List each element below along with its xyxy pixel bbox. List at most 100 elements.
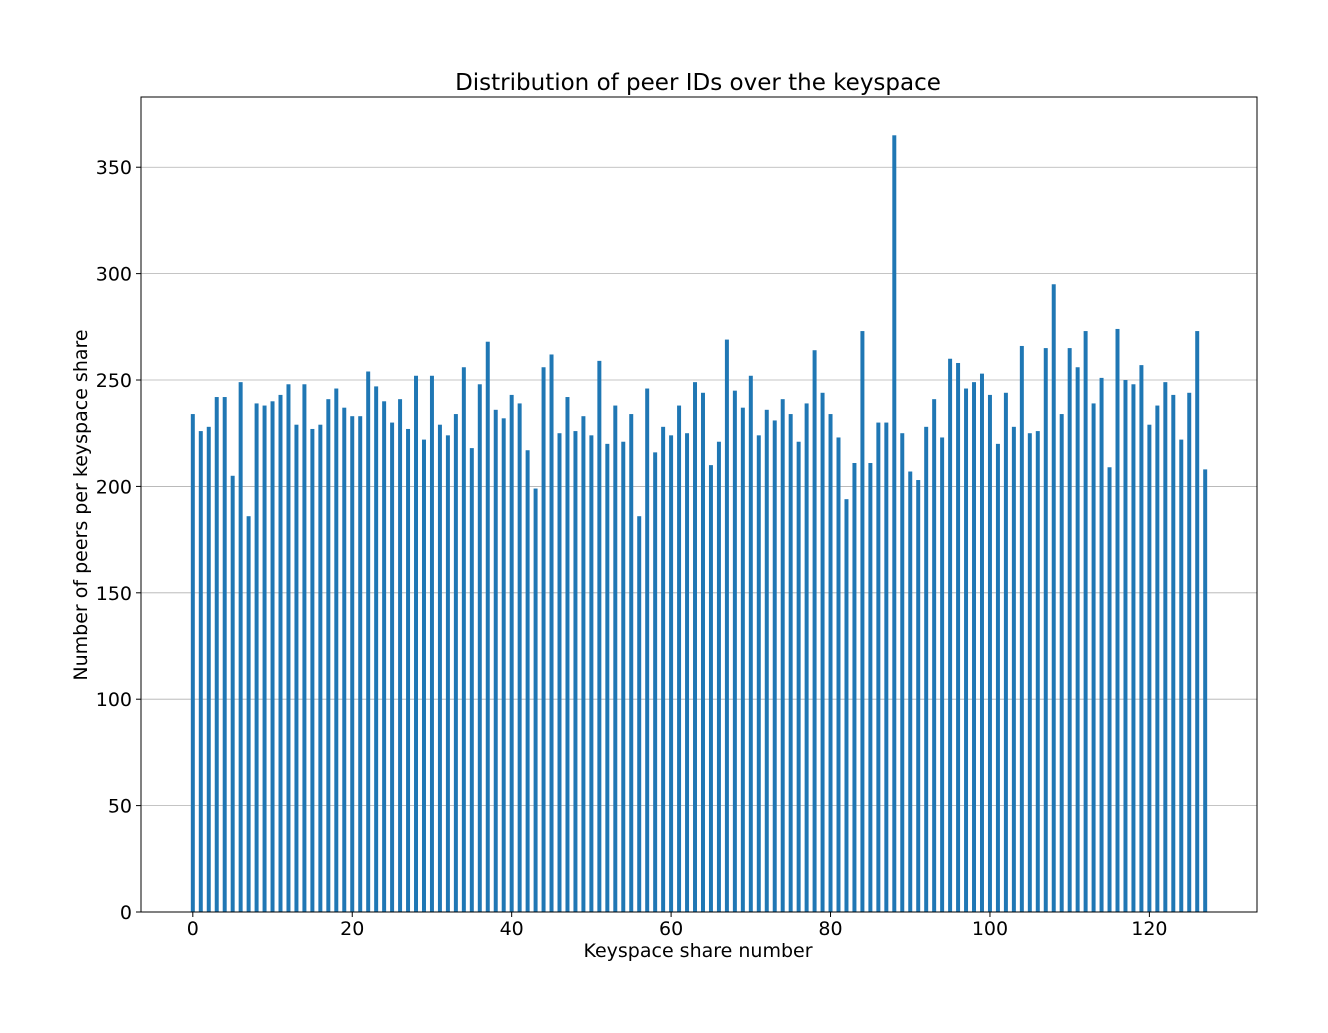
bar xyxy=(246,516,251,912)
bar xyxy=(884,422,889,912)
grid-lines xyxy=(141,166,1257,807)
y-tick-label: 0 xyxy=(120,902,132,924)
bar xyxy=(629,414,634,912)
bar xyxy=(342,407,347,912)
bar xyxy=(1059,414,1064,912)
bar xyxy=(979,373,984,913)
bar xyxy=(230,475,235,912)
bar xyxy=(637,516,642,912)
bar xyxy=(756,435,761,912)
bar xyxy=(597,360,602,912)
bar xyxy=(1075,367,1080,912)
bar xyxy=(1043,348,1048,912)
bar xyxy=(669,435,674,912)
bar xyxy=(964,388,969,912)
bar xyxy=(278,394,283,912)
bar xyxy=(581,416,586,912)
bar xyxy=(525,450,530,912)
bar xyxy=(868,463,873,912)
bar xyxy=(1203,469,1208,912)
bar xyxy=(764,409,769,912)
bar xyxy=(254,403,259,912)
x-axis-ticks: 0 20 40 60 80 100 120 xyxy=(187,912,1168,940)
bar xyxy=(541,367,546,912)
bar xyxy=(661,426,666,912)
bar xyxy=(493,409,498,912)
bar xyxy=(589,435,594,912)
y-tick-label: 50 xyxy=(108,796,132,818)
bar xyxy=(429,375,434,913)
bar xyxy=(796,441,801,912)
bar xyxy=(1035,431,1040,912)
bar xyxy=(445,435,450,912)
bar xyxy=(852,463,857,912)
bar xyxy=(501,418,506,912)
bar xyxy=(1163,382,1168,912)
bar xyxy=(198,431,203,912)
bar xyxy=(398,399,403,912)
bar xyxy=(653,452,658,912)
bar xyxy=(892,135,897,913)
bar xyxy=(262,405,267,912)
bar xyxy=(414,375,419,913)
bar xyxy=(565,397,570,912)
bar xyxy=(987,394,992,912)
bar xyxy=(1147,424,1152,912)
y-tick-label: 350 xyxy=(96,157,132,179)
y-axis-label: Number of peers per keyspace share xyxy=(70,329,92,680)
bar xyxy=(1051,284,1056,912)
bar xyxy=(206,426,211,912)
bar xyxy=(270,401,275,912)
bar xyxy=(1083,331,1088,912)
bar xyxy=(437,424,442,912)
x-tick-label: 0 xyxy=(187,918,199,940)
x-tick-label: 80 xyxy=(818,918,842,940)
bar xyxy=(860,331,865,912)
bar xyxy=(485,341,490,913)
bar xyxy=(948,358,953,912)
y-tick-label: 250 xyxy=(96,370,132,392)
bar xyxy=(517,403,522,912)
bar xyxy=(190,414,195,912)
bar xyxy=(748,375,753,913)
y-tick-label: 200 xyxy=(96,476,132,498)
plot-frame xyxy=(140,96,1258,913)
bar xyxy=(708,465,713,912)
bar xyxy=(732,390,737,912)
bar xyxy=(453,414,458,912)
bar xyxy=(605,443,610,912)
bar xyxy=(469,448,474,912)
bar xyxy=(334,388,339,912)
bar xyxy=(326,399,331,912)
bar xyxy=(613,405,618,912)
bar xyxy=(374,386,379,912)
bar xyxy=(533,488,538,912)
bar xyxy=(812,350,817,912)
bar xyxy=(916,480,921,912)
bar xyxy=(1171,394,1176,912)
bar xyxy=(358,416,363,912)
bar xyxy=(804,403,809,912)
bar xyxy=(1091,403,1096,912)
bar xyxy=(222,397,227,912)
chart-title: Distribution of peer IDs over the keyspa… xyxy=(455,70,941,96)
bar xyxy=(1027,433,1032,912)
bar xyxy=(677,405,682,912)
bar xyxy=(302,384,307,912)
bar xyxy=(1099,377,1104,913)
bar xyxy=(772,420,777,912)
bar xyxy=(924,426,929,912)
bar xyxy=(1019,345,1024,913)
bar xyxy=(1123,380,1128,913)
bar xyxy=(390,422,395,912)
bar xyxy=(350,416,355,912)
bar xyxy=(932,399,937,912)
bar xyxy=(780,399,785,912)
bar xyxy=(573,431,578,912)
bar xyxy=(685,433,690,912)
bar xyxy=(1131,384,1136,912)
bar xyxy=(509,394,514,912)
bar xyxy=(286,384,291,912)
bar xyxy=(908,471,913,912)
